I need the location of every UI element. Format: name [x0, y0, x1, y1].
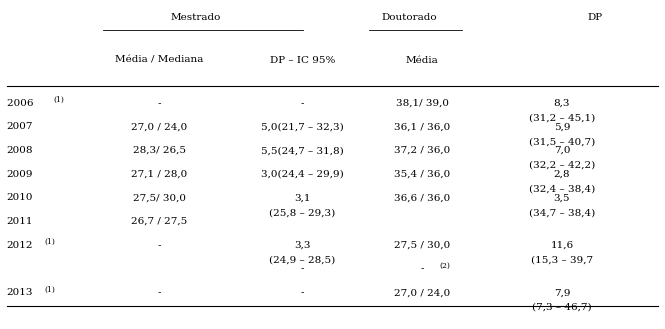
Text: 2008: 2008: [7, 146, 33, 155]
Text: 3,5: 3,5: [554, 193, 570, 202]
Text: 2009: 2009: [7, 170, 33, 179]
Text: -: -: [158, 288, 162, 297]
Text: 27,5 / 30,0: 27,5 / 30,0: [394, 241, 450, 250]
Text: 5,9: 5,9: [554, 122, 570, 131]
Text: 2006: 2006: [7, 99, 37, 108]
Text: (31,5 – 40,7): (31,5 – 40,7): [529, 137, 595, 146]
Text: 2007: 2007: [7, 122, 33, 131]
Text: (24,9 – 28,5): (24,9 – 28,5): [269, 256, 336, 265]
Text: (1): (1): [45, 286, 55, 293]
Text: -: -: [301, 99, 305, 108]
Text: -: -: [158, 241, 162, 250]
Text: 11,6: 11,6: [551, 241, 573, 250]
Text: 2011: 2011: [7, 217, 33, 226]
Text: 27,0 / 24,0: 27,0 / 24,0: [132, 122, 188, 131]
Text: (1): (1): [45, 238, 55, 246]
Text: DP: DP: [588, 13, 602, 22]
Text: 3,1: 3,1: [295, 193, 311, 202]
Text: DP – IC 95%: DP – IC 95%: [270, 56, 335, 65]
Text: 3,3: 3,3: [295, 241, 311, 250]
Text: -: -: [301, 265, 305, 273]
Text: (1): (1): [53, 96, 64, 104]
Text: -: -: [420, 265, 424, 273]
Text: 38,1/ 39,0: 38,1/ 39,0: [396, 99, 449, 108]
Text: -: -: [158, 99, 162, 108]
Text: (7,3 – 46,7): (7,3 – 46,7): [532, 303, 592, 312]
Text: 27,5/ 30,0: 27,5/ 30,0: [133, 193, 186, 202]
Text: Média / Mediana: Média / Mediana: [116, 56, 203, 65]
Text: 2,8: 2,8: [554, 170, 570, 179]
Text: 27,1 / 28,0: 27,1 / 28,0: [132, 170, 188, 179]
Text: Mestrado: Mestrado: [171, 13, 221, 22]
Text: 3,0(24,4 – 29,9): 3,0(24,4 – 29,9): [261, 170, 344, 179]
Text: 37,2 / 36,0: 37,2 / 36,0: [394, 146, 450, 155]
Text: 5,0(21,7 – 32,3): 5,0(21,7 – 32,3): [261, 122, 344, 131]
Text: (15,3 – 39,7: (15,3 – 39,7: [531, 256, 593, 265]
Text: Média: Média: [406, 56, 439, 65]
Text: 36,6 / 36,0: 36,6 / 36,0: [394, 193, 450, 202]
Text: 8,3: 8,3: [554, 99, 570, 108]
Text: Doutorado: Doutorado: [381, 13, 437, 22]
Text: 2012: 2012: [7, 241, 33, 250]
Text: 35,4 / 36,0: 35,4 / 36,0: [394, 170, 450, 179]
Text: (2): (2): [439, 262, 450, 270]
Text: 5,5(24,7 – 31,8): 5,5(24,7 – 31,8): [261, 146, 344, 155]
Text: (32,4 – 38,4): (32,4 – 38,4): [529, 185, 595, 193]
Text: (32,2 – 42,2): (32,2 – 42,2): [529, 161, 595, 170]
Text: 26,7 / 27,5: 26,7 / 27,5: [132, 217, 188, 226]
Text: -: -: [301, 288, 305, 297]
Text: 36,1 / 36,0: 36,1 / 36,0: [394, 122, 450, 131]
Text: (34,7 – 38,4): (34,7 – 38,4): [529, 208, 595, 217]
Text: (31,2 – 45,1): (31,2 – 45,1): [529, 114, 595, 122]
Text: 2010: 2010: [7, 193, 33, 202]
Text: 7,9: 7,9: [554, 288, 570, 297]
Text: 7,0: 7,0: [554, 146, 570, 155]
Text: 28,3/ 26,5: 28,3/ 26,5: [133, 146, 186, 155]
Text: (25,8 – 29,3): (25,8 – 29,3): [269, 208, 336, 217]
Text: 27,0 / 24,0: 27,0 / 24,0: [394, 288, 450, 297]
Text: 2013: 2013: [7, 288, 33, 297]
